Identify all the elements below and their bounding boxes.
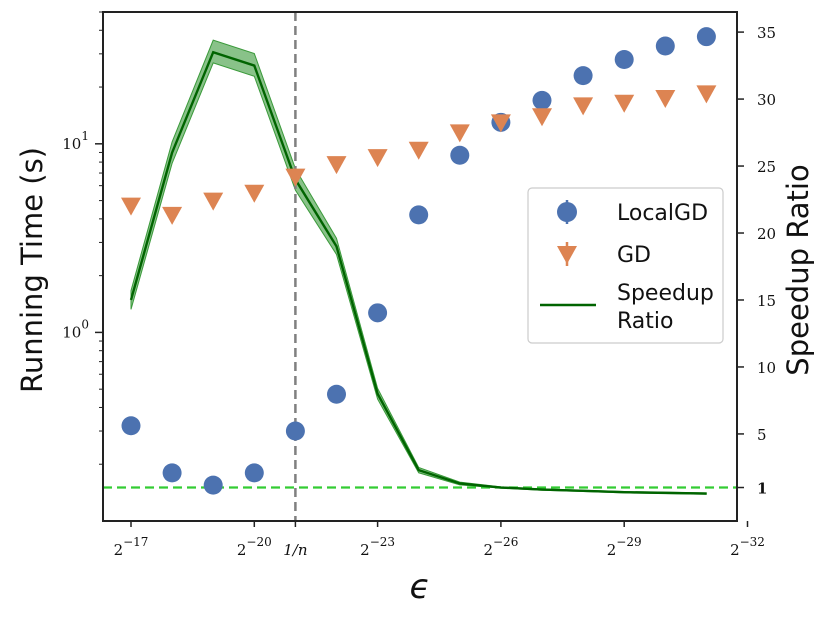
y2-axis-label: Speedup Ratio [781,164,815,375]
series-layer [121,27,717,495]
y2-tick-label-1: 5 [757,426,767,444]
legend-speedup-label-line2: Ratio [617,309,673,334]
localgd-point-11 [573,66,593,86]
plot-frame [102,11,738,522]
gd-point-11 [573,97,594,116]
y2-tick-label-7: 35 [757,24,776,42]
gd-point-1 [162,206,183,225]
localgd-point-8 [450,145,470,165]
localgd-point-5 [327,384,346,404]
gd-point-6 [367,149,388,168]
gd-point-13 [655,89,676,108]
legend-gd-marker [557,246,577,264]
speedup-ratio-line [129,50,707,495]
y2-tick-label-2: 10 [757,359,776,377]
x-tick-label-1: 2−20 [237,535,272,559]
localgd-point-13 [655,36,675,56]
localgd-point-10 [532,90,552,110]
y-tick-label-0: 100 [62,317,89,341]
gd-point-4 [285,168,306,187]
localgd-point-1 [162,463,182,483]
gd-point-8 [449,124,470,143]
gd-point-10 [532,108,552,127]
localgd-point-12 [614,49,634,69]
y2-tick-label-6: 30 [757,91,776,109]
gd-point-5 [326,156,347,175]
y2-tick-label-4: 20 [757,225,776,243]
gd-point-7 [408,141,429,160]
y-tick-label-1: 101 [62,129,89,153]
localgd-point-0 [121,416,141,436]
gd-point-3 [244,184,265,203]
localgd-point-2 [203,475,223,495]
speedup-band-layer [130,39,707,495]
legend-speedup-label-line1: Speedup [617,281,714,306]
x-tick-label-4: 2−26 [483,535,518,559]
x-tick-label-6: 2−32 [730,535,765,559]
x-axis-label: ϵ [410,567,431,607]
gd-point-14 [696,85,717,104]
localgd-point-3 [244,463,264,483]
y2-tick-label-0: 1 [757,480,767,498]
gd-point-2 [203,192,224,211]
legend-gd-label: GD [617,243,651,268]
x-tick-label-2: 1/n [283,541,307,559]
x-tick-label-3: 2−23 [360,535,395,559]
localgd-point-14 [696,27,716,47]
legend-localgd-label: LocalGD [617,201,708,226]
legend: LocalGD GD Speedup Ratio [527,187,724,344]
gd-point-0 [121,197,141,216]
x-tick-label-5: 2−29 [607,535,642,559]
axes-layer [102,11,738,522]
x-tick-label-0: 2−17 [114,535,149,559]
localgd-point-4 [285,421,305,441]
gd-point-12 [614,94,635,113]
y-axis-label: Running Time (s) [15,147,49,393]
gd-point-9 [490,114,511,133]
localgd-point-6 [368,303,388,323]
localgd-point-7 [409,205,429,225]
y2-tick-label-3: 15 [757,292,776,310]
y2-tick-label-5: 25 [757,158,776,176]
speedup-confidence-band [130,39,707,495]
legend-localgd-marker [557,202,577,222]
